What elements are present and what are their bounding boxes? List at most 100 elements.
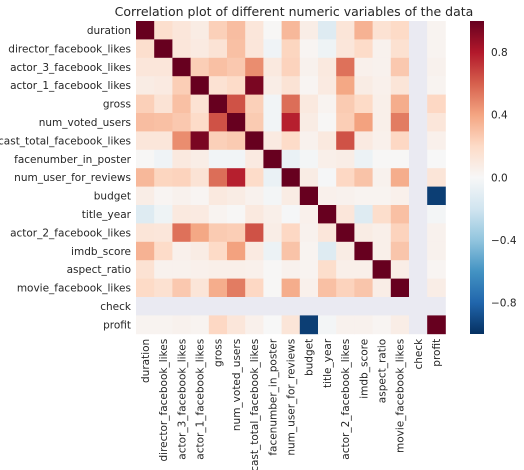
heatmap-cell bbox=[372, 94, 392, 114]
heatmap-cell bbox=[172, 57, 191, 77]
heatmap-cell bbox=[354, 57, 373, 77]
heatmap-cell bbox=[299, 131, 319, 151]
heatmap-cell bbox=[427, 168, 446, 187]
heatmap-cell bbox=[318, 21, 337, 40]
heatmap-cell bbox=[154, 39, 173, 59]
heatmap-cell bbox=[299, 113, 319, 132]
heatmap-cell bbox=[208, 260, 228, 279]
heatmap-cell bbox=[263, 168, 282, 187]
heatmap-cell bbox=[136, 168, 155, 187]
heatmap-cell bbox=[263, 241, 282, 261]
heatmap-cell bbox=[227, 186, 246, 206]
heatmap-cell bbox=[172, 278, 191, 298]
heatmap-cell bbox=[281, 205, 301, 224]
heatmap-cell bbox=[154, 186, 173, 206]
heatmap-cell bbox=[245, 297, 264, 316]
heatmap-cell bbox=[409, 315, 428, 335]
heatmap-cell bbox=[154, 205, 173, 224]
heatmap-cell bbox=[136, 223, 155, 243]
x-tick-label: duration bbox=[140, 339, 152, 383]
heatmap-cell bbox=[390, 223, 410, 243]
heatmap-cell bbox=[227, 94, 246, 114]
heatmap-cell bbox=[318, 241, 337, 261]
heatmap-cell bbox=[281, 186, 301, 206]
heatmap-cell bbox=[263, 39, 282, 59]
y-tick-label: aspect_ratio bbox=[67, 264, 131, 276]
heatmap-cell bbox=[281, 39, 301, 59]
heatmap-cell bbox=[372, 297, 392, 316]
heatmap-cell bbox=[318, 186, 337, 206]
heatmap-cell bbox=[245, 223, 264, 243]
heatmap-cell bbox=[427, 223, 446, 243]
heatmap-cell bbox=[372, 149, 392, 169]
colorbar-tick-label: 0.8 bbox=[491, 47, 508, 59]
heatmap-cell bbox=[354, 39, 373, 59]
heatmap-cell bbox=[208, 39, 228, 59]
x-tick-label: aspect_ratio bbox=[377, 339, 389, 403]
heatmap-cell bbox=[227, 223, 246, 243]
heatmap-cell bbox=[154, 57, 173, 77]
heatmap-cell bbox=[318, 297, 337, 316]
heatmap-cell bbox=[208, 205, 228, 224]
heatmap-cell bbox=[372, 278, 392, 298]
heatmap-cell bbox=[227, 21, 246, 40]
x-tick-label: actor_1_facebook_likes bbox=[195, 339, 207, 460]
heatmap-cell bbox=[281, 278, 301, 298]
heatmap-cell bbox=[245, 260, 264, 279]
heatmap-cell bbox=[263, 76, 282, 95]
y-tick-label: gross bbox=[103, 99, 131, 111]
heatmap-cell bbox=[409, 241, 428, 261]
heatmap-cell bbox=[263, 149, 282, 169]
heatmap-cell bbox=[372, 205, 392, 224]
heatmap-cell bbox=[172, 241, 191, 261]
heatmap-cell bbox=[227, 205, 246, 224]
heatmap-cell bbox=[227, 57, 246, 77]
chart-title: Correlation plot of different numeric va… bbox=[115, 4, 474, 19]
heatmap-cell bbox=[390, 315, 410, 335]
heatmap-cell bbox=[390, 297, 410, 316]
heatmap-cell bbox=[354, 94, 373, 114]
heatmap-cell bbox=[245, 278, 264, 298]
heatmap-cell bbox=[136, 297, 155, 316]
heatmap-cell bbox=[390, 168, 410, 187]
heatmap-cell bbox=[190, 223, 210, 243]
heatmap-cell bbox=[409, 260, 428, 279]
heatmap-cell bbox=[263, 21, 282, 40]
heatmap-cell bbox=[208, 186, 228, 206]
heatmap-cell bbox=[372, 260, 392, 279]
heatmap-cell bbox=[154, 315, 173, 335]
y-tick-label: num_voted_users bbox=[39, 117, 131, 129]
heatmap-cell bbox=[227, 39, 246, 59]
heatmap-cell bbox=[336, 94, 355, 114]
heatmap-cell bbox=[190, 57, 210, 77]
heatmap-cell bbox=[390, 21, 410, 40]
heatmap-cell bbox=[245, 113, 264, 132]
heatmap-cell bbox=[281, 315, 301, 335]
y-tick-label: imdb_score bbox=[71, 246, 131, 258]
heatmap-cell bbox=[208, 223, 228, 243]
colorbar-tick-label: −0.4 bbox=[491, 235, 517, 247]
heatmap-cell bbox=[409, 113, 428, 132]
x-tick-label: facenumber_in_poster bbox=[267, 338, 279, 456]
heatmap-cell bbox=[154, 241, 173, 261]
heatmap-cell bbox=[154, 131, 173, 151]
heatmap-cell bbox=[227, 76, 246, 95]
heatmap-cell bbox=[427, 205, 446, 224]
heatmap-cell bbox=[227, 297, 246, 316]
heatmap-cell bbox=[208, 278, 228, 298]
x-tick-label: movie_facebook_likes bbox=[395, 339, 407, 453]
heatmap-cell bbox=[409, 57, 428, 77]
heatmap-cell bbox=[190, 39, 210, 59]
heatmap-cell bbox=[372, 241, 392, 261]
heatmap-cell bbox=[354, 241, 373, 261]
heatmap-cell bbox=[390, 113, 410, 132]
heatmap-cell bbox=[354, 315, 373, 335]
heatmap-cell bbox=[245, 131, 264, 151]
heatmap-cell bbox=[245, 168, 264, 187]
heatmap-cell bbox=[227, 113, 246, 132]
heatmap-cell bbox=[190, 186, 210, 206]
heatmap-cell bbox=[190, 315, 210, 335]
heatmap-cell bbox=[354, 186, 373, 206]
x-tick-label: num_voted_users bbox=[231, 339, 243, 431]
x-tick-labels: duration director_facebook_likes actor_3_f… bbox=[140, 338, 443, 470]
